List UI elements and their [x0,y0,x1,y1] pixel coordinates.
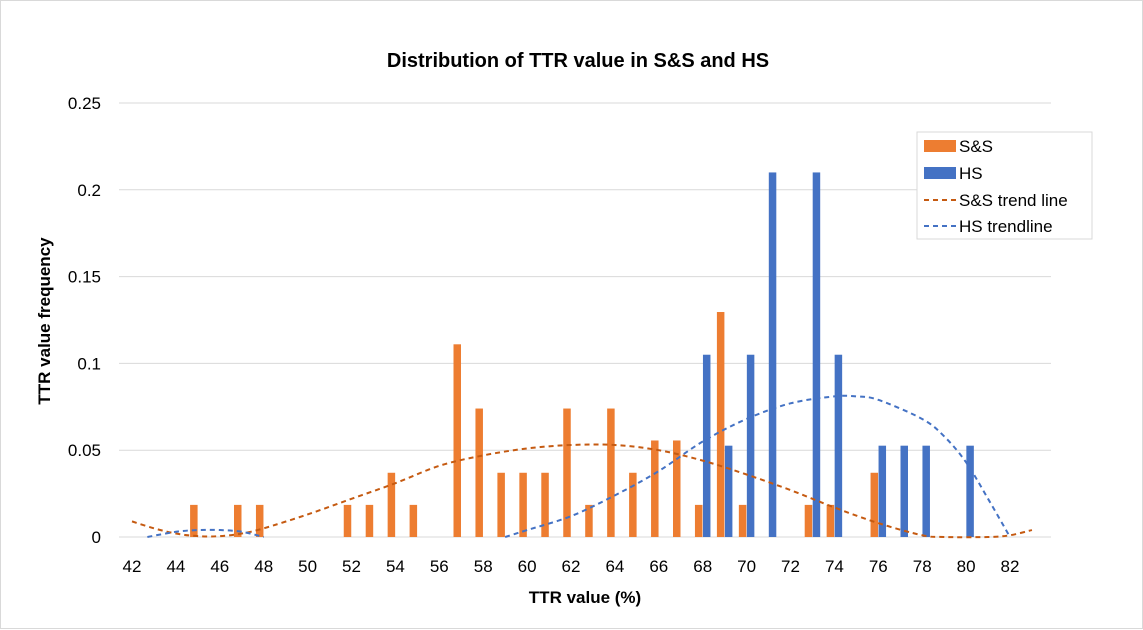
y-tick-label: 0.25 [68,94,101,113]
x-tick-label: 64 [605,557,624,576]
legend-label-ss: S&S [959,137,993,156]
legend-label-ss-trend: S&S trend line [959,191,1068,210]
x-axis-label: TTR value (%) [529,588,641,607]
bar-hs [746,354,755,537]
bar-ss [497,472,505,537]
bar-hs [812,172,821,537]
legend-box [916,131,1093,240]
x-tick-label: 82 [1001,557,1020,576]
bar-hs [768,172,777,537]
x-tick-label: 68 [693,557,712,576]
trendline-ss [131,443,1033,539]
x-tick-label: 50 [298,557,317,576]
x-tick-label: 66 [649,557,668,576]
x-tick-label: 74 [825,557,844,576]
x-tick-label: 76 [869,557,888,576]
bar-ss [343,504,352,537]
bar-ss [651,440,659,537]
y-tick-label: 0.15 [68,268,101,287]
bar-ss [190,504,198,537]
bar-ss [519,472,527,537]
bar-ss [365,504,374,537]
bar-hs [878,445,887,537]
bar-hs [900,445,908,537]
bar-ss [255,504,264,537]
legend-label-hs-trend: HS trendline [959,217,1053,236]
legend: S&S HS S&S trend line HS trendline [916,131,1093,240]
bar-ss [738,504,747,537]
y-tick-label: 0.2 [77,181,101,200]
y-tick-label: 0.05 [68,441,101,460]
bar-ss [453,344,461,537]
trendline-hs [504,394,1011,538]
y-tick-label: 0.1 [77,354,101,373]
bar-ss [475,408,483,537]
y-axis-label: TTR value frequency [35,237,54,405]
x-tick-label: 54 [386,557,405,576]
x-tick-label: 56 [430,557,449,576]
bar-ss [563,408,571,537]
bar-hs [724,445,733,537]
bar-hs [922,445,930,537]
bar-ss [870,472,879,537]
x-tick-label: 78 [913,557,932,576]
bar-ss [607,408,615,537]
bar-ss [694,504,703,537]
bar-ss [585,504,593,537]
x-tick-label: 44 [166,557,185,576]
bar-hs [834,354,843,537]
bar-ss [387,472,396,537]
x-tick-label: 60 [518,557,537,576]
y-tick-label: 0 [92,528,101,547]
bar-ss [673,440,681,537]
legend-swatch-hs [924,167,956,179]
x-tick-label: 62 [562,557,581,576]
bar-ss [826,504,835,537]
bar-ss [409,504,418,537]
chart-title: Distribution of TTR value in S&S and HS [387,50,769,72]
bar-ss [629,472,637,537]
x-tick-label: 70 [737,557,756,576]
bar-ss [541,472,549,537]
bar-ss [804,504,813,537]
x-tick-label: 42 [123,557,142,576]
legend-label-hs: HS [959,164,983,183]
x-tick-label: 80 [957,557,976,576]
bar-ss [716,312,725,537]
x-tick-label: 46 [210,557,229,576]
x-tick-label: 72 [781,557,800,576]
x-tick-label: 58 [474,557,493,576]
bar-hs [966,445,974,537]
legend-swatch-ss [924,140,956,152]
bar-ss [234,504,242,537]
x-tick-label: 48 [254,557,273,576]
bar-hs [702,354,711,537]
x-tick-label: 52 [342,557,361,576]
